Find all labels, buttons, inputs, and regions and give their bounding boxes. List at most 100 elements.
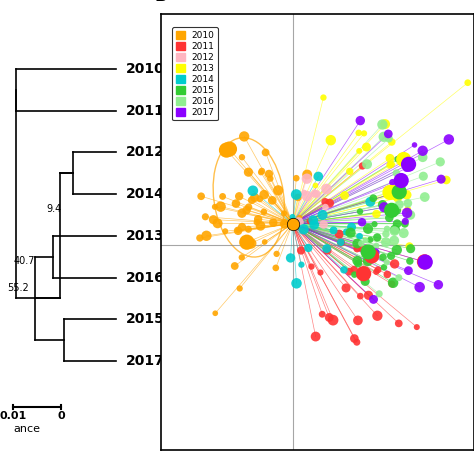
Point xyxy=(319,211,326,219)
Point xyxy=(388,161,395,168)
Point xyxy=(387,252,395,260)
Point xyxy=(407,211,414,219)
Text: 2014: 2014 xyxy=(126,187,164,201)
Point xyxy=(371,249,379,256)
Point xyxy=(386,189,394,196)
Point xyxy=(226,145,233,153)
Point xyxy=(337,238,345,246)
Point xyxy=(217,203,224,210)
Point xyxy=(389,279,397,287)
Point xyxy=(360,270,367,277)
Point xyxy=(312,182,319,189)
Point xyxy=(383,225,391,233)
Legend: 2010, 2011, 2012, 2013, 2014, 2015, 2016, 2017: 2010, 2011, 2012, 2013, 2014, 2015, 2016… xyxy=(172,27,219,120)
Point xyxy=(211,203,219,210)
Point xyxy=(353,338,361,346)
Point xyxy=(404,205,411,213)
Point xyxy=(370,296,377,303)
Point xyxy=(287,254,294,262)
Point xyxy=(219,192,227,200)
Point xyxy=(238,223,246,231)
Point xyxy=(365,248,372,255)
Point xyxy=(395,274,402,282)
Point xyxy=(419,147,427,155)
Point xyxy=(395,319,402,327)
Point xyxy=(405,161,412,168)
Point xyxy=(380,133,387,141)
Point xyxy=(379,121,386,128)
Point xyxy=(247,239,255,247)
Point xyxy=(388,207,395,214)
Point xyxy=(319,213,327,220)
Point xyxy=(373,268,380,275)
Point xyxy=(379,254,387,261)
Point xyxy=(391,228,398,235)
Point xyxy=(383,258,391,266)
Text: 9.4: 9.4 xyxy=(46,204,61,214)
Point xyxy=(403,209,411,217)
Point xyxy=(258,167,265,175)
Point xyxy=(381,120,389,128)
Point xyxy=(326,314,333,321)
Point xyxy=(435,281,442,289)
Point xyxy=(401,218,409,225)
Point xyxy=(404,200,411,207)
Point xyxy=(400,156,408,164)
Point xyxy=(319,310,326,318)
Point xyxy=(438,175,445,183)
Point xyxy=(223,146,230,154)
Point xyxy=(257,169,264,176)
Point xyxy=(354,240,361,247)
Point xyxy=(322,203,329,211)
Point xyxy=(211,310,219,317)
Point xyxy=(236,192,243,200)
Point xyxy=(214,219,221,227)
Point xyxy=(397,177,405,184)
Point xyxy=(269,219,277,227)
Point xyxy=(308,263,315,270)
Point xyxy=(406,257,414,265)
Point xyxy=(388,187,396,195)
Point xyxy=(382,230,390,238)
Point xyxy=(375,290,383,298)
Point xyxy=(356,117,364,124)
Point xyxy=(330,227,337,234)
Point xyxy=(406,243,413,250)
Point xyxy=(356,232,364,240)
Point xyxy=(245,203,253,211)
Point xyxy=(315,173,322,180)
Point xyxy=(443,176,450,184)
Text: 40.7: 40.7 xyxy=(14,256,36,266)
Point xyxy=(400,156,408,164)
Point xyxy=(323,245,330,252)
Point xyxy=(413,323,420,331)
Point xyxy=(265,170,273,178)
Point xyxy=(374,234,381,241)
Point xyxy=(337,239,345,246)
Point xyxy=(289,220,296,228)
Point xyxy=(293,280,301,287)
Point xyxy=(320,221,328,228)
Point xyxy=(310,216,317,224)
Point xyxy=(388,207,395,214)
Point xyxy=(405,267,412,274)
Point xyxy=(395,188,403,196)
Point xyxy=(364,225,372,233)
Point xyxy=(395,188,403,196)
Point xyxy=(238,210,246,217)
Point xyxy=(257,222,264,229)
Text: 2012: 2012 xyxy=(126,146,164,159)
Point xyxy=(380,203,388,211)
Point xyxy=(394,194,401,202)
Point xyxy=(401,220,409,228)
Point xyxy=(255,215,262,223)
Text: 2017: 2017 xyxy=(126,354,164,368)
Point xyxy=(407,245,414,253)
Point xyxy=(221,228,229,235)
Point xyxy=(391,237,398,245)
Point xyxy=(268,197,276,204)
Point xyxy=(403,164,410,172)
Point xyxy=(238,154,246,161)
Point xyxy=(397,177,405,184)
Text: 2011: 2011 xyxy=(126,104,164,118)
